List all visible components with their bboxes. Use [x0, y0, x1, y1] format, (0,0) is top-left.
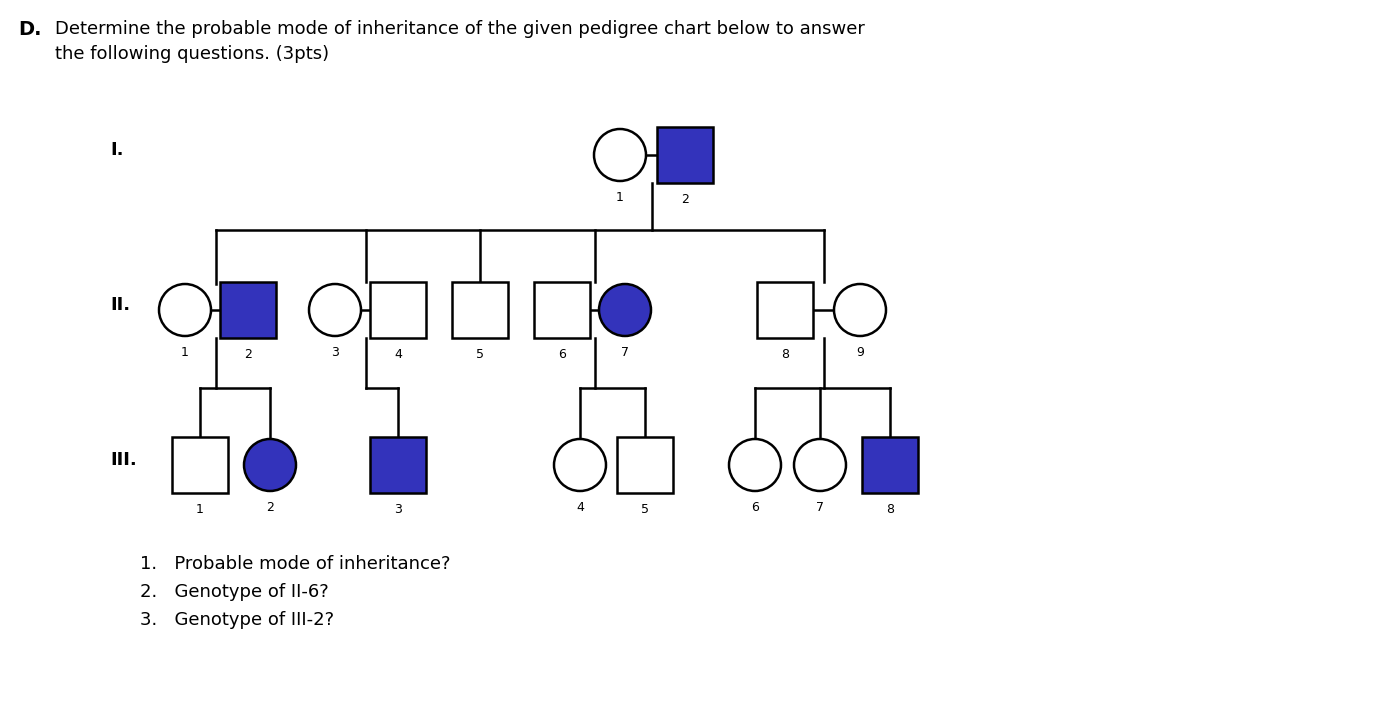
- Text: 2.   Genotype of II-6?: 2. Genotype of II-6?: [139, 583, 328, 601]
- Circle shape: [159, 284, 211, 336]
- Text: D.: D.: [18, 20, 41, 39]
- Text: 8: 8: [781, 348, 789, 361]
- Bar: [862, 437, 918, 493]
- Text: 1: 1: [196, 503, 204, 516]
- Text: 5: 5: [640, 503, 649, 516]
- Text: Determine the probable mode of inheritance of the given pedigree chart below to : Determine the probable mode of inheritan…: [55, 20, 865, 38]
- Text: I.: I.: [110, 141, 123, 159]
- Text: 7: 7: [621, 346, 629, 359]
- Text: 1.   Probable mode of inheritance?: 1. Probable mode of inheritance?: [139, 555, 450, 573]
- Bar: [370, 282, 426, 338]
- Text: 1: 1: [615, 191, 624, 204]
- Text: 2: 2: [244, 348, 253, 361]
- Text: 6: 6: [751, 501, 759, 514]
- Text: 3.   Genotype of III-2?: 3. Genotype of III-2?: [139, 611, 334, 629]
- Bar: [758, 282, 813, 338]
- Text: 1: 1: [181, 346, 189, 359]
- Text: 2: 2: [682, 193, 689, 206]
- Circle shape: [553, 439, 606, 491]
- Circle shape: [834, 284, 886, 336]
- Bar: [370, 437, 426, 493]
- Text: 3: 3: [395, 503, 402, 516]
- Text: 8: 8: [886, 503, 894, 516]
- Text: the following questions. (3pts): the following questions. (3pts): [55, 45, 328, 63]
- Text: 4: 4: [575, 501, 584, 514]
- Bar: [534, 282, 591, 338]
- Text: 2: 2: [266, 501, 275, 514]
- Bar: [617, 437, 673, 493]
- Text: 7: 7: [816, 501, 824, 514]
- Circle shape: [593, 129, 646, 181]
- Text: 5: 5: [476, 348, 484, 361]
- Circle shape: [599, 284, 651, 336]
- Circle shape: [793, 439, 846, 491]
- Bar: [453, 282, 508, 338]
- Text: 3: 3: [331, 346, 339, 359]
- Circle shape: [309, 284, 362, 336]
- Bar: [172, 437, 228, 493]
- Bar: [219, 282, 276, 338]
- Text: 9: 9: [856, 346, 864, 359]
- Circle shape: [244, 439, 295, 491]
- Text: 4: 4: [395, 348, 402, 361]
- Text: 6: 6: [558, 348, 566, 361]
- Text: III.: III.: [110, 451, 137, 469]
- Circle shape: [729, 439, 781, 491]
- Bar: [657, 127, 713, 183]
- Text: II.: II.: [110, 296, 130, 314]
